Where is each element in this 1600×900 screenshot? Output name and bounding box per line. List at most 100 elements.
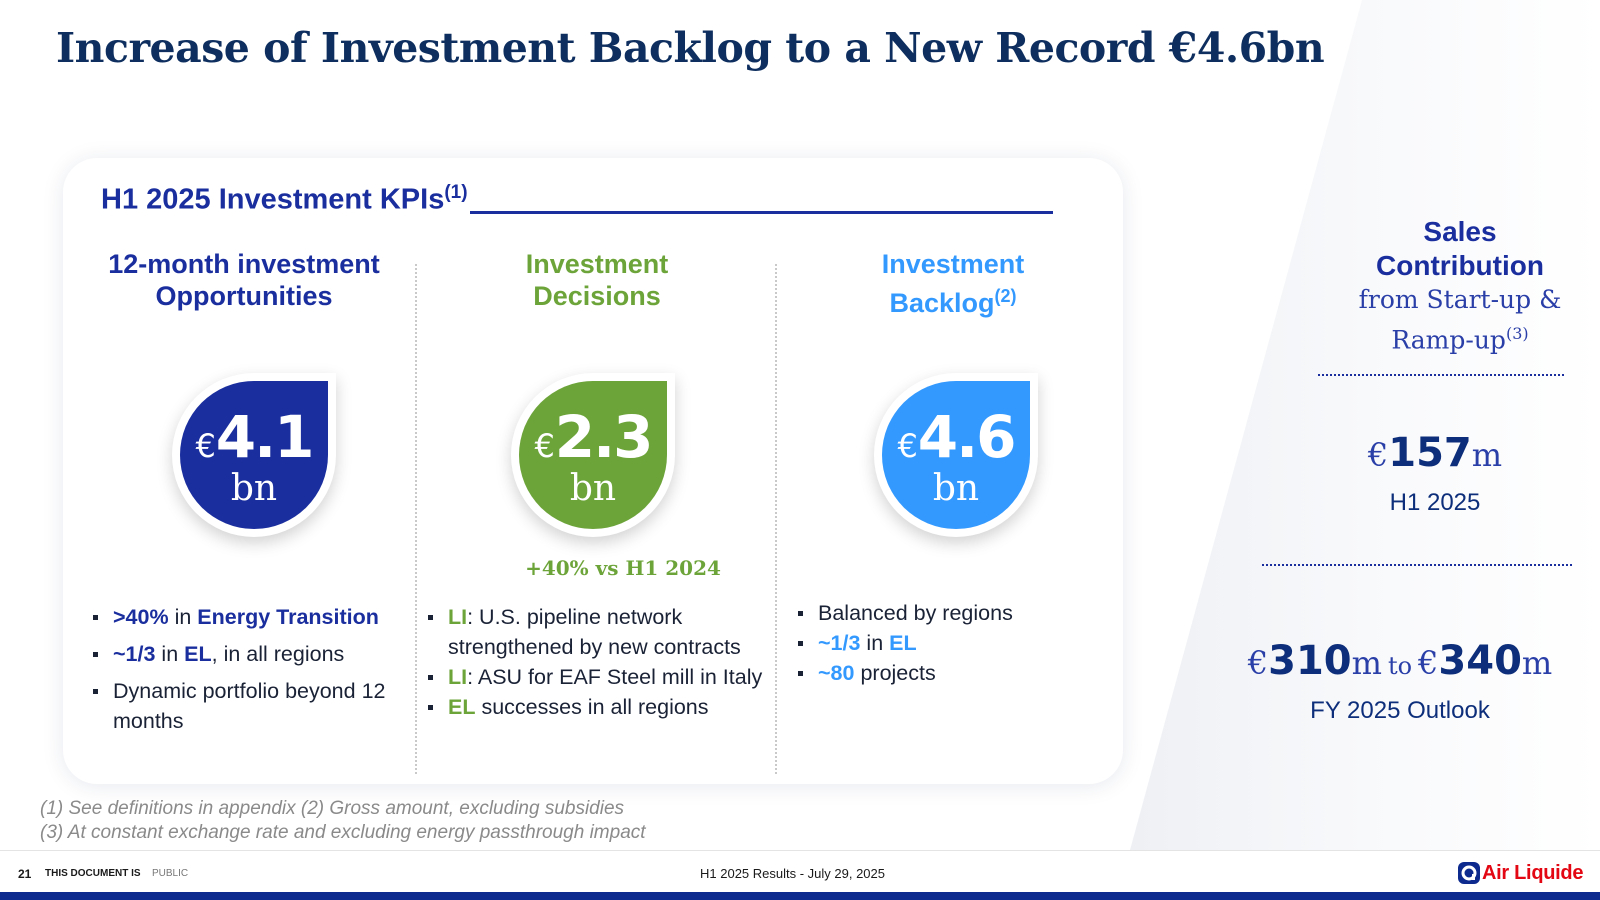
air-liquide-logo-icon — [1458, 862, 1480, 884]
list-item: ~1/3 in EL, in all regions — [93, 639, 393, 669]
footnote-line2: (3) At constant exchange rate and exclud… — [40, 822, 646, 843]
bullet-text: projects — [854, 661, 936, 685]
decisions-amount: 2.3 — [554, 403, 654, 471]
footnote-line1: (1) See definitions in appendix (2) Gros… — [40, 798, 625, 819]
opportunities-bullets: >40% in Energy Transition ~1/3 in EL, in… — [93, 602, 393, 736]
backlog-currency: € — [897, 427, 918, 465]
list-item: ~1/3 in EL — [798, 628, 1108, 658]
air-liquide-logo-text: Air Liquide — [1482, 862, 1584, 884]
opportunities-heading: 12-month investment Opportunities — [83, 248, 405, 312]
bullet-highlight: EL — [184, 642, 212, 666]
list-item: Balanced by regions — [798, 598, 1108, 628]
bullet-text: Dynamic portfolio beyond 12 months — [113, 679, 386, 733]
backlog-heading-line1: Investment — [881, 249, 1025, 279]
decisions-value: €2.3 — [519, 407, 667, 476]
fy-outlook-value: €310m to €340m — [1225, 638, 1575, 684]
bullet-highlight: Energy Transition — [197, 605, 379, 629]
sales-heading-line2: Contribution — [1376, 250, 1544, 281]
sales-heading-line4-wrap: Ramp-up(3) — [1330, 317, 1590, 357]
opportunities-amount: 4.1 — [215, 403, 315, 471]
decisions-value-badge: €2.3 bn — [511, 373, 675, 537]
bullet-text: : ASU for EAF Steel mill in Italy — [467, 665, 763, 689]
decisions-heading-line1: Investment — [525, 249, 669, 279]
h1-unit: m — [1471, 436, 1503, 474]
kpi-card-heading-rule — [470, 211, 1053, 214]
kpi-card-heading-text: H1 2025 Investment KPIs — [101, 183, 445, 216]
dotted-divider — [1262, 564, 1572, 566]
decisions-currency: € — [534, 427, 555, 465]
h1-sales-label: H1 2025 — [1389, 489, 1481, 516]
list-item: LI: ASU for EAF Steel mill in Italy — [428, 662, 773, 692]
backlog-heading-line2-wrap: Backlog(2) — [793, 280, 1113, 319]
bullet-highlight: LI — [448, 665, 468, 689]
bullet-text: , in all regions — [211, 642, 345, 666]
fy-range-to: to — [1387, 652, 1413, 680]
fy-unit-low: m — [1351, 644, 1382, 682]
sales-contribution-heading: Sales Contribution from Start-up & Ramp-… — [1330, 215, 1590, 357]
document-classification-label: THIS DOCUMENT IS — [45, 868, 141, 879]
bullet-highlight: EL — [448, 695, 476, 719]
list-item: >40% in Energy Transition — [93, 602, 393, 632]
backlog-amount: 4.6 — [917, 403, 1017, 471]
opportunities-heading-line2: Opportunities — [155, 281, 333, 311]
backlog-bullets: Balanced by regions ~1/3 in EL ~80 proje… — [798, 598, 1108, 688]
opportunities-currency: € — [195, 427, 216, 465]
page-title: Increase of Investment Backlog to a New … — [56, 24, 1325, 72]
sales-heading-note: (3) — [1505, 324, 1529, 343]
footer-event-date: H1 2025 Results - July 29, 2025 — [700, 866, 885, 881]
bullet-text: Balanced by regions — [818, 601, 1013, 625]
fy-currency-low: € — [1247, 644, 1269, 682]
bullet-text: in — [860, 631, 890, 655]
decisions-drop-shape: €2.3 bn — [519, 381, 667, 529]
bullet-highlight: EL — [889, 631, 917, 655]
backlog-heading-line2: Backlog — [889, 288, 995, 318]
page-number: 21 — [18, 867, 32, 881]
opportunities-unit: bn — [230, 468, 278, 509]
fy-amount-high: 340 — [1438, 638, 1522, 684]
backlog-value-badge: €4.6 bn — [874, 373, 1038, 537]
column-divider — [415, 264, 417, 774]
bullet-highlight: ~1/3 — [818, 631, 861, 655]
fy-outlook-label: FY 2025 Outlook — [1310, 697, 1490, 724]
sales-heading-line3: from Start-up & — [1358, 285, 1562, 314]
opportunities-drop-shape: €4.1 bn — [180, 381, 328, 529]
list-item: LI: U.S. pipeline network strengthened b… — [428, 602, 773, 662]
bullet-highlight: LI — [448, 605, 468, 629]
backlog-heading: Investment Backlog(2) — [793, 248, 1113, 319]
decisions-growth: +40% vs H1 2024 — [525, 556, 721, 580]
opportunities-value-badge: €4.1 bn — [172, 373, 336, 537]
list-item: EL successes in all regions — [428, 692, 773, 722]
fy-unit-high: m — [1521, 644, 1553, 682]
bullet-highlight: ~1/3 — [113, 642, 156, 666]
backlog-heading-note: (2) — [994, 286, 1017, 306]
bullet-text: successes in all regions — [475, 695, 709, 719]
list-item: Dynamic portfolio beyond 12 months — [93, 676, 393, 736]
footer-divider — [0, 850, 1600, 851]
fy-currency-high: € — [1418, 644, 1439, 682]
footer-brand-bar — [0, 892, 1600, 900]
backlog-drop-shape: €4.6 bn — [882, 381, 1030, 529]
sales-heading-line4: Ramp-up — [1391, 325, 1506, 355]
backlog-unit: bn — [932, 468, 980, 509]
decisions-heading-line2: Decisions — [533, 281, 661, 311]
list-item: ~80 projects — [798, 658, 1108, 688]
document-classification: PUBLIC — [152, 868, 189, 879]
opportunities-value: €4.1 — [180, 407, 328, 476]
bullet-text: : U.S. pipeline network strengthened by … — [448, 605, 741, 659]
column-divider — [775, 264, 777, 774]
h1-currency: € — [1367, 436, 1389, 474]
dotted-divider — [1318, 374, 1564, 376]
bullet-highlight: >40% — [113, 605, 169, 629]
bullet-text: in — [168, 605, 198, 629]
backlog-value: €4.6 — [882, 407, 1030, 476]
sales-heading-line1: Sales — [1423, 216, 1497, 247]
air-liquide-logo: Air Liquide — [1458, 860, 1588, 888]
opportunities-heading-line1: 12-month investment — [108, 249, 380, 279]
decisions-heading: Investment Decisions — [435, 248, 759, 312]
fy-amount-low: 310 — [1268, 638, 1352, 684]
bullet-text: in — [155, 642, 185, 666]
h1-sales-value: €157m — [1300, 430, 1570, 476]
bullet-highlight: ~80 — [818, 661, 855, 685]
kpi-card-heading: H1 2025 Investment KPIs(1) — [101, 182, 468, 217]
